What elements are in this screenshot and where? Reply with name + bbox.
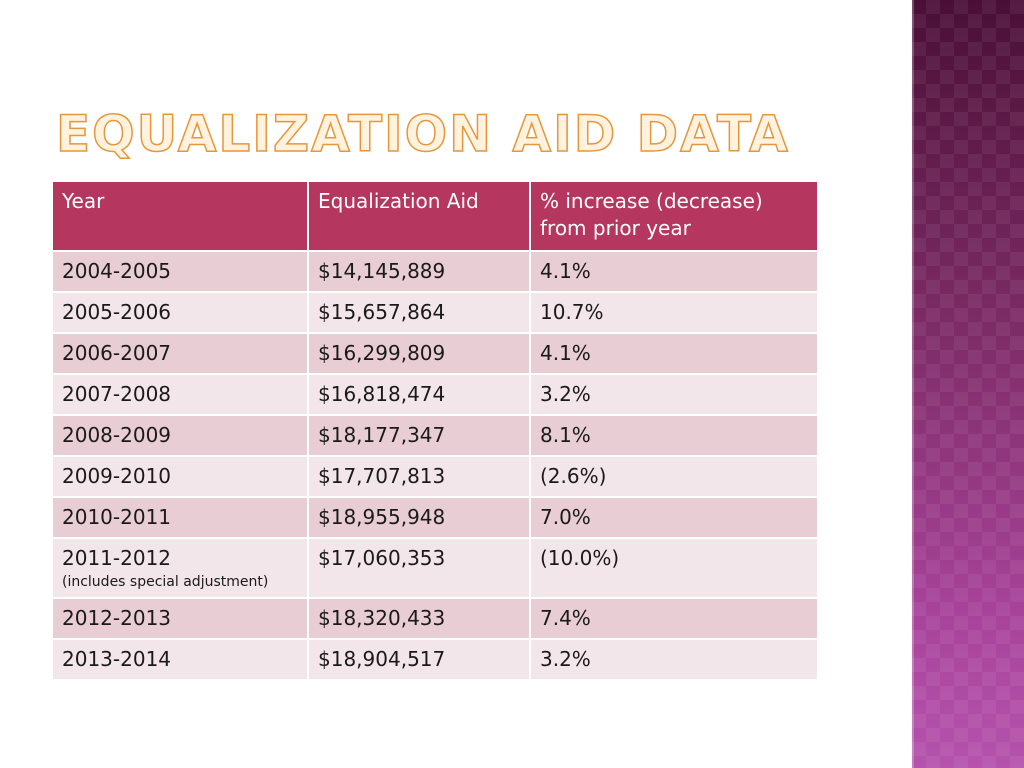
table-row: 2012-2013 $18,320,433 7.4% [51,597,819,640]
slide-title: Equalization Aid Data [55,104,790,164]
cell-equalization-aid: $17,060,353 [307,537,531,599]
year-label: 2006-2007 [62,341,172,365]
cell-percent-change: 4.1% [529,250,819,293]
header-year: Year [51,180,309,252]
cell-year: 2010-2011 [51,496,309,539]
cell-year: 2007-2008 [51,373,309,416]
cell-year: 2011-2012 (includes special adjustment) [51,537,309,599]
header-percent-change: % increase (decrease) from prior year [529,180,819,252]
cell-year: 2005-2006 [51,291,309,334]
year-label: 2013-2014 [62,647,172,671]
table-row: 2008-2009 $18,177,347 8.1% [51,414,819,457]
year-label: 2007-2008 [62,382,172,406]
year-label: 2009-2010 [62,464,172,488]
table-header-row: Year Equalization Aid % increase (decrea… [51,180,819,252]
cell-equalization-aid: $16,299,809 [307,332,531,375]
table-row: 2009-2010 $17,707,813 (2.6%) [51,455,819,498]
cell-year: 2006-2007 [51,332,309,375]
table-row: 2006-2007 $16,299,809 4.1% [51,332,819,375]
year-label: 2010-2011 [62,505,172,529]
cell-year: 2012-2013 [51,597,309,640]
cell-equalization-aid: $18,904,517 [307,638,531,681]
year-label: 2004-2005 [62,259,172,283]
cell-percent-change: (10.0%) [529,537,819,599]
year-note: (includes special adjustment) [62,574,269,590]
cell-equalization-aid: $14,145,889 [307,250,531,293]
cell-percent-change: 10.7% [529,291,819,334]
cell-year: 2004-2005 [51,250,309,293]
cell-equalization-aid: $15,657,864 [307,291,531,334]
year-label: 2012-2013 [62,606,172,630]
decorative-side-panel [912,0,1024,768]
cell-equalization-aid: $18,320,433 [307,597,531,640]
cell-percent-change: 7.4% [529,597,819,640]
year-label: 2011-2012 [62,546,172,570]
table-row: 2011-2012 (includes special adjustment) $1… [51,537,819,599]
cell-percent-change: 4.1% [529,332,819,375]
header-equalization-aid: Equalization Aid [307,180,531,252]
cell-equalization-aid: $16,818,474 [307,373,531,416]
cell-percent-change: 7.0% [529,496,819,539]
table-row: 2004-2005 $14,145,889 4.1% [51,250,819,293]
cell-year: 2013-2014 [51,638,309,681]
cell-equalization-aid: $17,707,813 [307,455,531,498]
table-body: 2004-2005 $14,145,889 4.1% 2005-2006 $15,657… [51,250,819,681]
panel-edge [912,0,914,768]
year-label: 2005-2006 [62,300,172,324]
cell-year: 2009-2010 [51,455,309,498]
diamond-pattern [912,0,1024,768]
table-row: 2010-2011 $18,955,948 7.0% [51,496,819,539]
cell-percent-change: 3.2% [529,638,819,681]
cell-equalization-aid: $18,177,347 [307,414,531,457]
cell-percent-change: 3.2% [529,373,819,416]
equalization-aid-table: Year Equalization Aid % increase (decrea… [51,180,819,681]
cell-equalization-aid: $18,955,948 [307,496,531,539]
cell-percent-change: 8.1% [529,414,819,457]
cell-percent-change: (2.6%) [529,455,819,498]
table-row: 2005-2006 $15,657,864 10.7% [51,291,819,334]
table-row: 2007-2008 $16,818,474 3.2% [51,373,819,416]
cell-year: 2008-2009 [51,414,309,457]
table-row: 2013-2014 $18,904,517 3.2% [51,638,819,681]
year-label: 2008-2009 [62,423,172,447]
